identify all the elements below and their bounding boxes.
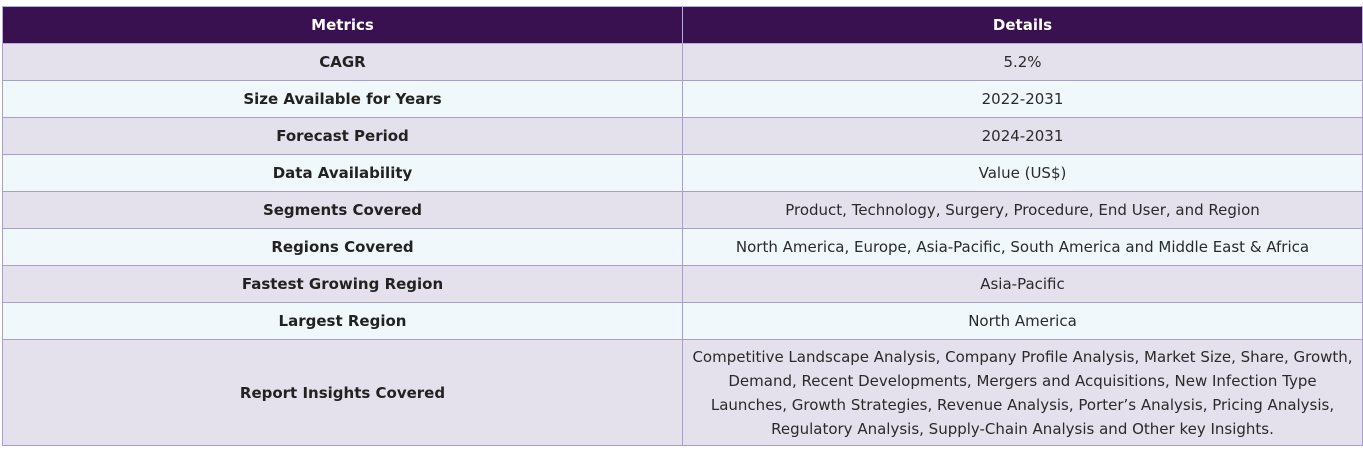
table-row-size-years: Size Available for Years 2022-2031 bbox=[2, 80, 1363, 118]
table-row-forecast-period: Forecast Period 2024-2031 bbox=[2, 117, 1363, 155]
metric-cell: Segments Covered bbox=[2, 191, 683, 229]
metric-cell: CAGR bbox=[2, 43, 683, 81]
header-row: Metrics Details bbox=[2, 6, 1363, 44]
table-row-segments-covered: Segments Covered Product, Technology, Su… bbox=[2, 191, 1363, 229]
table-body: CAGR 5.2% Size Available for Years 2022-… bbox=[2, 43, 1363, 446]
table-row-cagr: CAGR 5.2% bbox=[2, 43, 1363, 81]
metric-cell: Regions Covered bbox=[2, 228, 683, 266]
detail-cell: North America bbox=[682, 302, 1363, 340]
metric-cell: Largest Region bbox=[2, 302, 683, 340]
detail-cell: Asia-Pacific bbox=[682, 265, 1363, 303]
table-row-data-availability: Data Availability Value (US$) bbox=[2, 154, 1363, 192]
detail-cell: 2022-2031 bbox=[682, 80, 1363, 118]
detail-cell: North America, Europe, Asia-Pacific, Sou… bbox=[682, 228, 1363, 266]
table-header: Metrics Details bbox=[2, 6, 1363, 44]
metric-cell: Forecast Period bbox=[2, 117, 683, 155]
detail-cell: 5.2% bbox=[682, 43, 1363, 81]
detail-cell: 2024-2031 bbox=[682, 117, 1363, 155]
metric-cell: Size Available for Years bbox=[2, 80, 683, 118]
metric-cell: Fastest Growing Region bbox=[2, 265, 683, 303]
table-row-regions-covered: Regions Covered North America, Europe, A… bbox=[2, 228, 1363, 266]
table-row-fastest-growing: Fastest Growing Region Asia-Pacific bbox=[2, 265, 1363, 303]
metrics-table: Metrics Details CAGR 5.2% Size Available… bbox=[2, 6, 1363, 446]
metric-cell: Report Insights Covered bbox=[2, 339, 683, 446]
detail-cell: Competitive Landscape Analysis, Company … bbox=[682, 339, 1363, 446]
table-row-report-insights: Report Insights Covered Competitive Land… bbox=[2, 339, 1363, 446]
metrics-table-container: Metrics Details CAGR 5.2% Size Available… bbox=[2, 6, 1363, 446]
metrics-column-header: Metrics bbox=[2, 6, 683, 44]
metric-cell: Data Availability bbox=[2, 154, 683, 192]
detail-cell: Product, Technology, Surgery, Procedure,… bbox=[682, 191, 1363, 229]
detail-cell: Value (US$) bbox=[682, 154, 1363, 192]
table-row-largest-region: Largest Region North America bbox=[2, 302, 1363, 340]
details-column-header: Details bbox=[682, 6, 1363, 44]
